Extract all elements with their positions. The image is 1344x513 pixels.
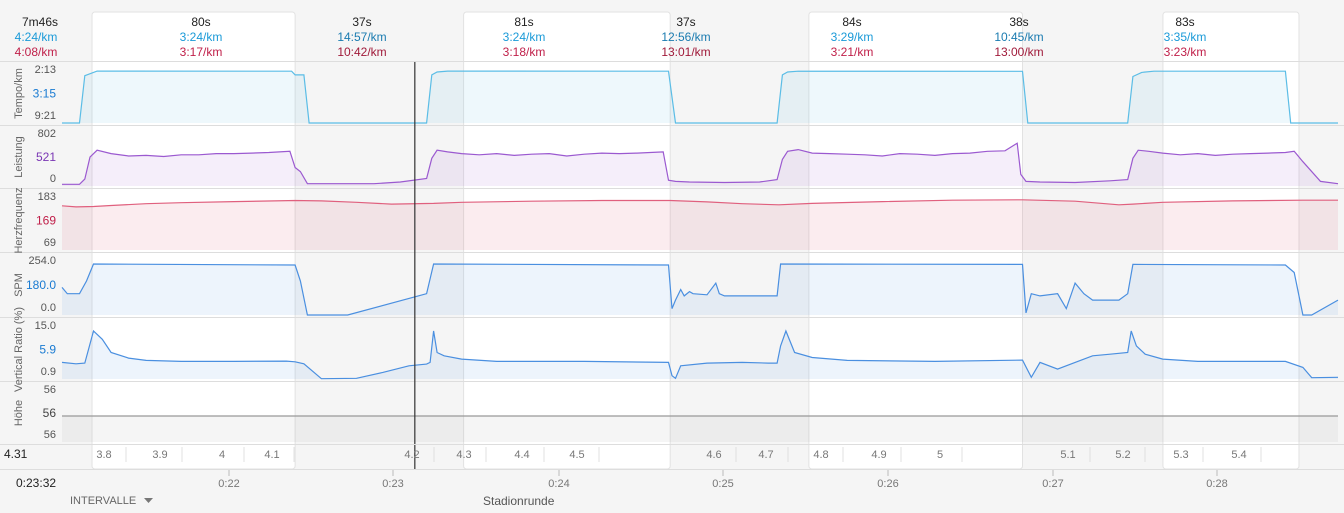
segment-pace: 3:29/km	[831, 30, 874, 44]
distance-tick: 5.1	[1060, 449, 1075, 461]
distance-tick: 5	[937, 449, 943, 461]
tick-label: 183	[38, 191, 56, 203]
segment-gap: 13:01/km	[661, 45, 710, 59]
tick-label: 69	[44, 237, 56, 249]
series-line-hr	[61, 199, 1338, 208]
panel-label-hr: Herzfrequenz	[13, 187, 25, 253]
chevron-down-icon[interactable]	[144, 498, 153, 503]
segment-pace: 14:57/km	[337, 30, 386, 44]
segment-pace: 10:45/km	[994, 30, 1043, 44]
tick-label: 0	[50, 173, 56, 185]
cursor-value-hr: 169	[36, 214, 56, 228]
course-label: Stadionrunde	[483, 494, 555, 508]
series-area-tempo	[62, 71, 1338, 123]
segment-duration: 81s	[514, 15, 533, 29]
tick-label: 9:21	[35, 110, 56, 122]
tick-label: 2:13	[35, 64, 56, 76]
cursor-value-vratio: 5.9	[39, 343, 56, 357]
distance-tick: 4.8	[813, 449, 828, 461]
time-tick: 0:27	[1042, 478, 1063, 490]
segment-duration: 37s	[676, 15, 695, 29]
tick-label: 802	[38, 128, 56, 140]
distance-tick: 4.5	[569, 449, 584, 461]
segment-pace: 3:24/km	[503, 30, 546, 44]
panel-label-tempo: Tempo/km	[13, 68, 25, 119]
cursor-value-tempo: 3:15	[33, 87, 57, 101]
panel-label-spm: SPM	[13, 273, 25, 297]
distance-tick: 4.7	[758, 449, 773, 461]
tick-label: 15.0	[35, 320, 56, 332]
series-area-spm	[62, 264, 1338, 315]
panel-label-power: Leistung	[13, 136, 25, 178]
segment-gap: 3:21/km	[831, 45, 874, 59]
time-tick: 0:24	[548, 478, 569, 490]
distance-tick: 3.9	[152, 449, 167, 461]
segment-gap: 3:23/km	[1164, 45, 1207, 59]
segment-gap: 10:42/km	[337, 45, 386, 59]
series-line-power	[62, 142, 1339, 185]
series-line-vratio	[61, 329, 1339, 380]
tick-label: 0.0	[41, 302, 56, 314]
panel-label-hoehe: Höhe	[13, 400, 25, 426]
tick-label: 0.9	[41, 366, 56, 378]
distance-cursor-value: 4.31	[4, 447, 28, 461]
distance-tick: 4.9	[871, 449, 886, 461]
cursor-value-hoehe: 56	[43, 406, 57, 420]
distance-tick: 4.6	[706, 449, 721, 461]
summary-pace: 4:24/km	[15, 30, 58, 44]
segment-duration: 37s	[352, 15, 371, 29]
distance-tick: 4.1	[264, 449, 279, 461]
segment-gap: 3:18/km	[503, 45, 546, 59]
segment-duration: 83s	[1175, 15, 1194, 29]
time-tick: 0:23	[382, 478, 403, 490]
series-area-vratio	[62, 331, 1338, 379]
distance-tick: 4.3	[456, 449, 471, 461]
segment-duration: 38s	[1009, 15, 1028, 29]
segment-pace: 12:56/km	[661, 30, 710, 44]
time-tick: 0:26	[877, 478, 898, 490]
segment-gap: 3:17/km	[180, 45, 223, 59]
time-cursor-value: 0:23:32	[16, 476, 56, 490]
summary-duration: 7m46s	[22, 15, 58, 29]
time-tick: 0:25	[712, 478, 733, 490]
series-line-spm	[61, 263, 1339, 316]
distance-tick: 4.2	[404, 449, 419, 461]
segment-duration: 80s	[191, 15, 210, 29]
distance-tick: 5.2	[1115, 449, 1130, 461]
distance-tick: 3.8	[96, 449, 111, 461]
tick-label: 56	[44, 429, 56, 441]
series-line-tempo	[62, 70, 1338, 124]
cursor-value-spm: 180.0	[26, 278, 56, 292]
summary-gap: 4:08/km	[15, 45, 58, 59]
distance-tick: 4	[219, 449, 225, 461]
panel-label-vratio: Vertical Ratio (%)	[13, 307, 25, 392]
distance-tick: 4.4	[514, 449, 529, 461]
cursor-value-power: 521	[36, 150, 56, 164]
series-area-power	[62, 143, 1338, 186]
intervals-dropdown-button[interactable]: INTERVALLE	[70, 495, 136, 507]
tick-label: 254.0	[28, 255, 56, 267]
tick-label: 56	[44, 384, 56, 396]
distance-tick: 5.4	[1231, 449, 1246, 461]
distance-tick: 5.3	[1173, 449, 1188, 461]
time-tick: 0:22	[218, 478, 239, 490]
segment-gap: 13:00/km	[994, 45, 1043, 59]
time-tick: 0:28	[1206, 478, 1227, 490]
segment-pace: 3:24/km	[180, 30, 223, 44]
series-area-hoehe	[62, 416, 1338, 442]
segment-duration: 84s	[842, 15, 861, 29]
segment-pace: 3:35/km	[1164, 30, 1207, 44]
series-area-hr	[62, 199, 1338, 250]
